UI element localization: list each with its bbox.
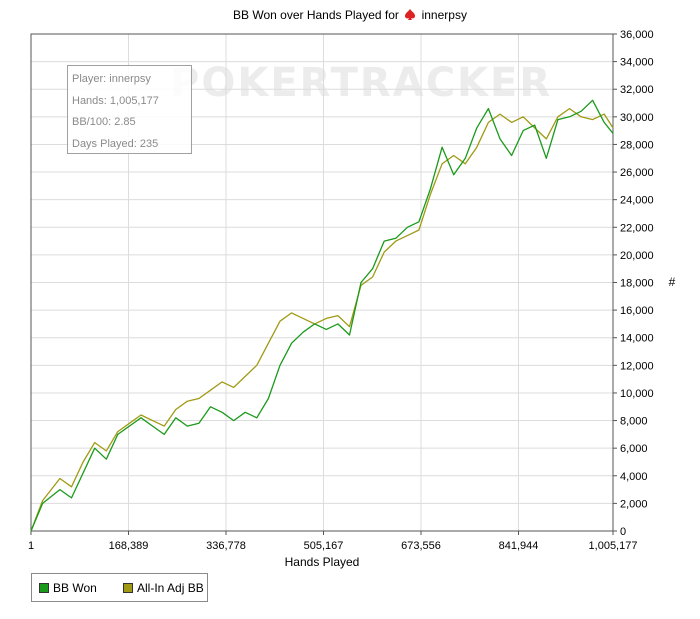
y-tick-label-15: 30,000 [620, 112, 654, 124]
x-tick-label-3: 505,167 [304, 540, 344, 552]
y-tick-label-8: 16,000 [620, 305, 654, 317]
y-axis-label: # [669, 275, 676, 289]
spade-icon [405, 9, 416, 20]
x-tick-label-1: 168,389 [109, 540, 149, 552]
x-tick-layer: 1 168,389 336,778 505,167 673,556 841,944 1,00… [28, 531, 638, 552]
y-tick-label-11: 22,000 [620, 222, 654, 234]
y-tick-label-6: 12,000 [620, 360, 654, 372]
y-tick-label-18: 36,000 [620, 29, 654, 41]
legend-label-bb-won: BB Won [53, 581, 97, 595]
x-tick-label-5: 841,944 [499, 540, 539, 552]
series-layer [30, 99, 614, 532]
y-tick-label-7: 14,000 [620, 333, 654, 345]
x-tick-label-2: 336,778 [206, 540, 246, 552]
y-tick-label-12: 24,000 [620, 195, 654, 207]
y-tick-label-10: 20,000 [620, 250, 654, 262]
chart-title-text: BB Won over Hands Played for [233, 8, 399, 22]
x-tick-label-6: 1,005,177 [589, 540, 638, 552]
x-tick-label-4: 673,556 [401, 540, 441, 552]
y-tick-label-17: 34,000 [620, 57, 654, 69]
x-tick-label-0: 1 [28, 540, 34, 552]
y-tick-label-0: 0 [620, 526, 626, 538]
y-tick-label-16: 32,000 [620, 84, 654, 96]
y-tick-label-14: 28,000 [620, 139, 654, 151]
legend-entry-bb-won[interactable]: BB Won [39, 581, 97, 595]
y-tick-label-9: 18,000 [620, 278, 654, 290]
y-tick-label-1: 2,000 [620, 498, 648, 510]
info-hands: Hands: 1,005,177 [72, 94, 159, 107]
series-line-bb-won [30, 99, 614, 532]
y-tick-label-2: 4,000 [620, 471, 648, 483]
info-bb100: BB/100: 2.85 [72, 116, 136, 128]
info-days-played: Days Played: 235 [72, 137, 159, 150]
watermark-logo: POKERTRACKER [170, 60, 553, 106]
legend-label-all-in-adj-bb: All-In Adj BB [137, 581, 204, 595]
chart-title-player: innerpsy [421, 8, 467, 22]
x-axis-label: Hands Played [285, 555, 360, 569]
legend-swatch-all-in-adj-bb [123, 583, 133, 593]
series-line-all-in-adj-bb [30, 107, 614, 532]
y-tick-label-13: 26,000 [620, 167, 654, 179]
y-tick-label-4: 8,000 [620, 416, 648, 428]
stats-info-box: Player: innerpsy Hands: 1,005,177 BB/100… [67, 65, 192, 154]
y-tick-layer: 0 2,000 4,000 6,000 8,000 10,000 12,000 14,000 1… [613, 29, 654, 538]
y-tick-label-3: 6,000 [620, 443, 648, 455]
y-tick-label-5: 10,000 [620, 388, 654, 400]
chart-title: BB Won over Hands Played for innerpsy [0, 8, 700, 22]
legend: BB Won All-In Adj BB [31, 573, 208, 602]
legend-swatch-bb-won [39, 583, 49, 593]
legend-entry-all-in-adj-bb[interactable]: All-In Adj BB [123, 581, 204, 595]
info-player: Player: innerpsy [72, 73, 151, 85]
